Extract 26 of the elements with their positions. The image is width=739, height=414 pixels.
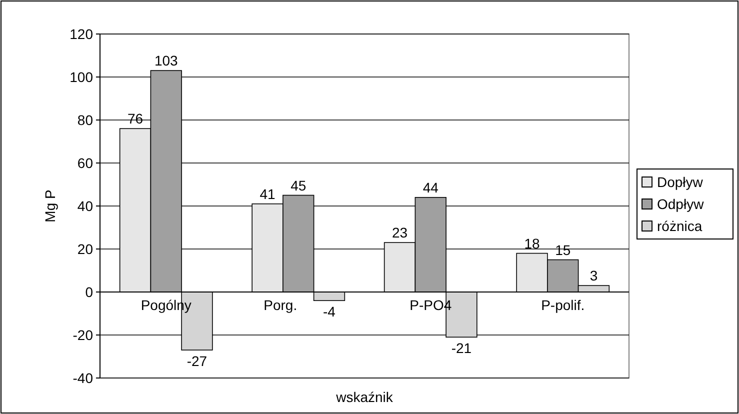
legend-label: Dopływ — [657, 174, 704, 190]
data-label: 18 — [524, 235, 540, 252]
data-label: 41 — [260, 186, 276, 202]
data-label: 45 — [290, 177, 306, 194]
x-tick-label: Porg. — [264, 297, 298, 313]
x-tick-label: P-polif. — [541, 297, 585, 313]
data-label: 103 — [154, 52, 178, 69]
y-tick-label: -40 — [72, 370, 94, 386]
y-axis-title: Mg P — [42, 190, 58, 222]
x-axis-title: wskaźnik — [335, 389, 394, 405]
y-tick-label: 80 — [77, 112, 94, 128]
y-tick-label: 100 — [70, 68, 94, 85]
legend-label: różnica — [657, 218, 702, 234]
data-label: 3 — [590, 268, 598, 284]
data-label: -21 — [451, 340, 472, 356]
y-tick-label: 60 — [77, 154, 94, 171]
legend-label: Odpływ — [657, 196, 705, 212]
data-label: -27 — [186, 353, 208, 370]
y-tick-label: 120 — [70, 26, 94, 42]
data-label: -4 — [323, 304, 336, 320]
y-tick-label: 40 — [77, 198, 94, 214]
y-tick-label: 20 — [77, 240, 94, 257]
y-tick-label: 0 — [85, 284, 94, 300]
data-label: 23 — [392, 224, 408, 241]
y-tick-label: -20 — [72, 326, 94, 343]
data-label: 44 — [422, 179, 439, 196]
